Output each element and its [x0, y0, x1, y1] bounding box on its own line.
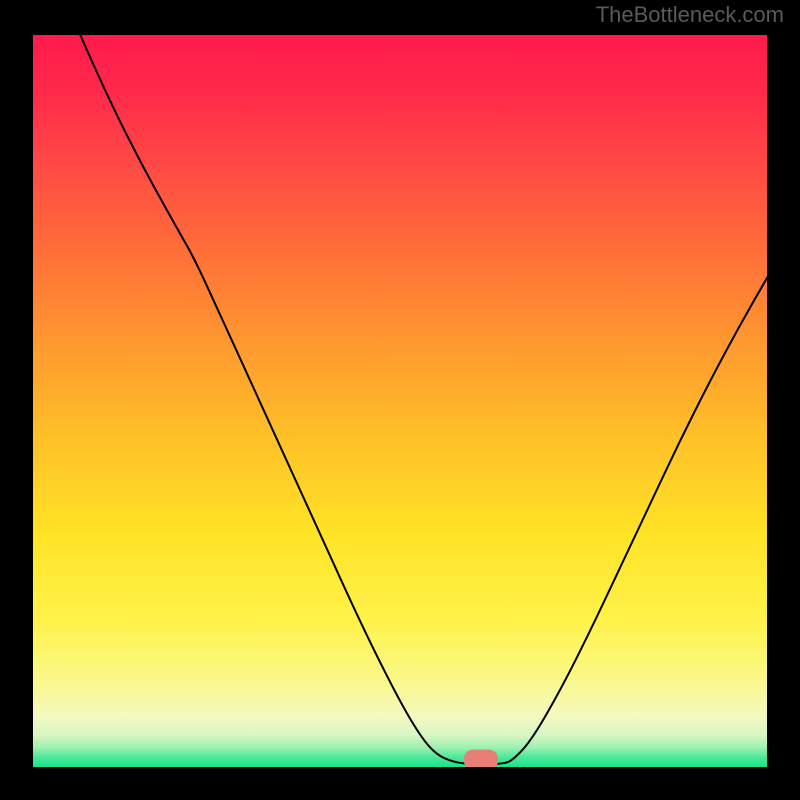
chart-svg	[32, 34, 768, 768]
watermark-text: TheBottleneck.com	[596, 2, 784, 28]
optimal-marker	[464, 750, 498, 768]
chart-frame: TheBottleneck.com	[0, 0, 800, 800]
plot-area	[32, 34, 768, 768]
gradient-background	[32, 34, 768, 768]
